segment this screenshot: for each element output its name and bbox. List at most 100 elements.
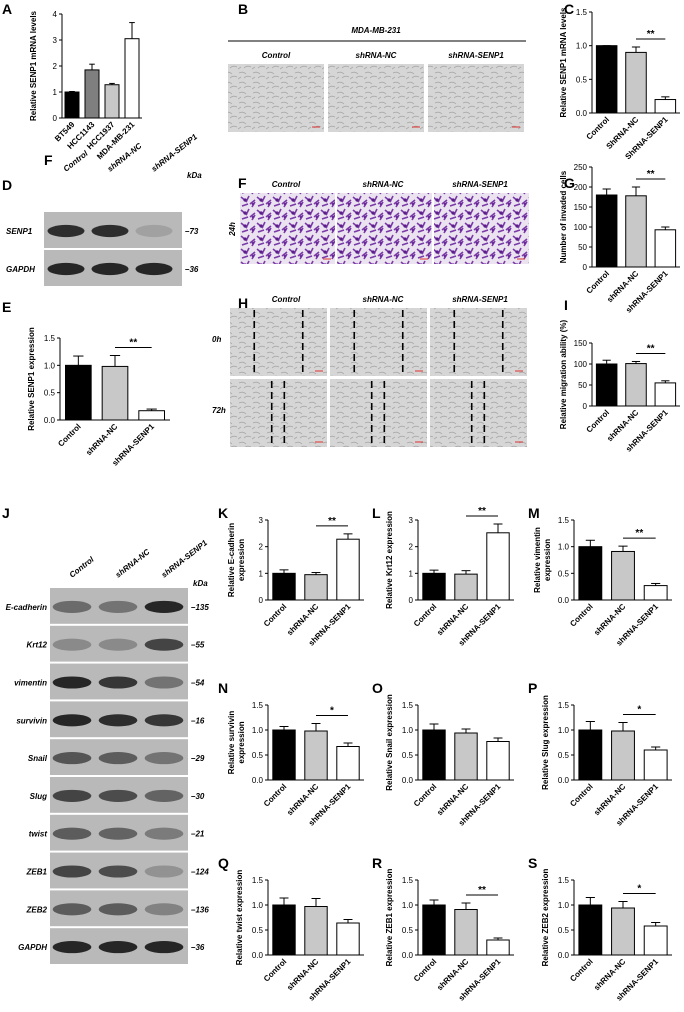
x-tick-label: Control (568, 602, 594, 628)
bar-chart: M 0.0 0.5 1.0 1.5 Relative vimentin expression… (528, 505, 672, 648)
blot-band (98, 789, 138, 802)
bar (422, 729, 446, 781)
blot-band (52, 941, 92, 954)
bar (84, 69, 100, 119)
kda-label: –16 (191, 716, 205, 725)
error-bar (343, 919, 353, 923)
error-bar (661, 380, 670, 383)
significance-label: * (637, 705, 641, 716)
y-tick-label: 1.5 (44, 334, 56, 343)
x-tick-label: shRNA-NC (592, 602, 627, 637)
blot-band (144, 865, 184, 878)
error-bar (631, 360, 641, 364)
y-axis-label: Relative Krt12 expression (385, 511, 394, 609)
blot-band (98, 941, 138, 954)
panel-label: K (218, 505, 228, 521)
blot-band (98, 600, 138, 613)
significance-label: ** (647, 343, 655, 354)
y-tick-label: 1.0 (558, 901, 570, 910)
significance-label: ** (647, 169, 655, 180)
y-tick-label: 3 (259, 516, 264, 525)
y-tick-label: 1.0 (252, 726, 264, 735)
bar-chart: I 0 50 100 150 Relative migration ability (%)… (559, 297, 680, 454)
x-tick-label: Control (585, 408, 611, 434)
error-bar (493, 937, 503, 940)
column-label: Control (262, 51, 291, 60)
y-tick-label: 0.0 (558, 776, 570, 785)
kda-label: –124 (191, 868, 209, 877)
error-bar (461, 902, 471, 910)
x-tick-label: Control (412, 782, 438, 808)
bar (486, 532, 510, 601)
bar-chart: G 0 50 100 150 200 250 Number of invaded cells C… (559, 163, 680, 315)
column-label: shRNA-NC (363, 180, 404, 189)
error-bar (311, 572, 321, 575)
wound-image (430, 379, 527, 447)
y-tick-label: 1.0 (44, 361, 56, 370)
bar (578, 546, 603, 601)
y-tick-label: 1.0 (576, 42, 588, 51)
bar (422, 572, 446, 601)
x-tick-label: shRNA-NC (84, 422, 119, 457)
y-tick-label: 1.5 (252, 876, 264, 885)
row-label: ZEB2 (26, 905, 48, 914)
lane-label: Control (68, 554, 97, 579)
y-tick-label: 0.5 (252, 926, 264, 935)
y-tick-label: 1.5 (558, 516, 570, 525)
kda-label: –55 (191, 641, 205, 650)
significance-label: ** (478, 885, 486, 896)
row-label: GAPDH (18, 943, 47, 952)
bar (595, 45, 618, 114)
y-tick-label: 3 (409, 516, 414, 525)
bar (454, 573, 478, 601)
column-label: shRNA-SENP1 (452, 295, 508, 304)
y-tick-label: 1.0 (558, 726, 570, 735)
kda-label: –29 (191, 754, 205, 763)
bar-chart: Q 0.0 0.5 1.0 1.5 Relative twist expression Co… (218, 855, 364, 1003)
y-tick-label: 0.5 (402, 926, 414, 935)
y-axis-label: Relative SENP1 mRNA levels (29, 10, 38, 121)
y-axis-label: Relative E-cadherin (227, 523, 236, 597)
bar (625, 51, 647, 114)
blot-band (135, 224, 173, 238)
y-tick-label: 2 (409, 543, 414, 552)
x-tick-label: Control (585, 269, 611, 295)
y-tick-label: 0.0 (558, 596, 570, 605)
transwell-image (434, 193, 529, 264)
error-bar (73, 355, 84, 366)
bar (578, 904, 603, 956)
error-bar (279, 726, 289, 730)
blot-band (52, 714, 92, 727)
significance-label: ** (478, 506, 486, 517)
panel-label: O (372, 680, 383, 696)
bar (272, 572, 296, 601)
panel-label: N (218, 680, 228, 696)
blot-band (144, 638, 184, 651)
blot-band (144, 827, 184, 840)
blot-band (144, 903, 184, 916)
bar (104, 84, 120, 119)
y-tick-label: 0.5 (558, 569, 570, 578)
x-tick-label: shRNA-NC (592, 957, 627, 992)
y-tick-label: 1.0 (402, 901, 414, 910)
bar (578, 729, 603, 781)
y-tick-label: 0.0 (402, 776, 414, 785)
significance-label: ** (647, 29, 655, 40)
significance-label: ** (129, 337, 137, 348)
panel-label: M (528, 505, 540, 521)
error-bar (602, 188, 611, 195)
error-bar (585, 897, 595, 905)
error-bar (602, 359, 611, 364)
transwell-image (337, 193, 432, 264)
row-label: Snail (28, 754, 48, 763)
bar (272, 904, 296, 956)
column-label: shRNA-NC (356, 51, 397, 60)
bar-chart: O 0.0 0.5 1.0 1.5 Relative Snail expression Co… (372, 680, 514, 828)
column-label: shRNA-SENP1 (448, 51, 504, 60)
panel-label: P (528, 680, 537, 696)
significance-label: * (330, 706, 334, 717)
x-tick-label: Control (568, 957, 594, 983)
error-bar (311, 898, 321, 907)
column-label: Control (272, 295, 301, 304)
x-tick-label: Control (568, 782, 594, 808)
